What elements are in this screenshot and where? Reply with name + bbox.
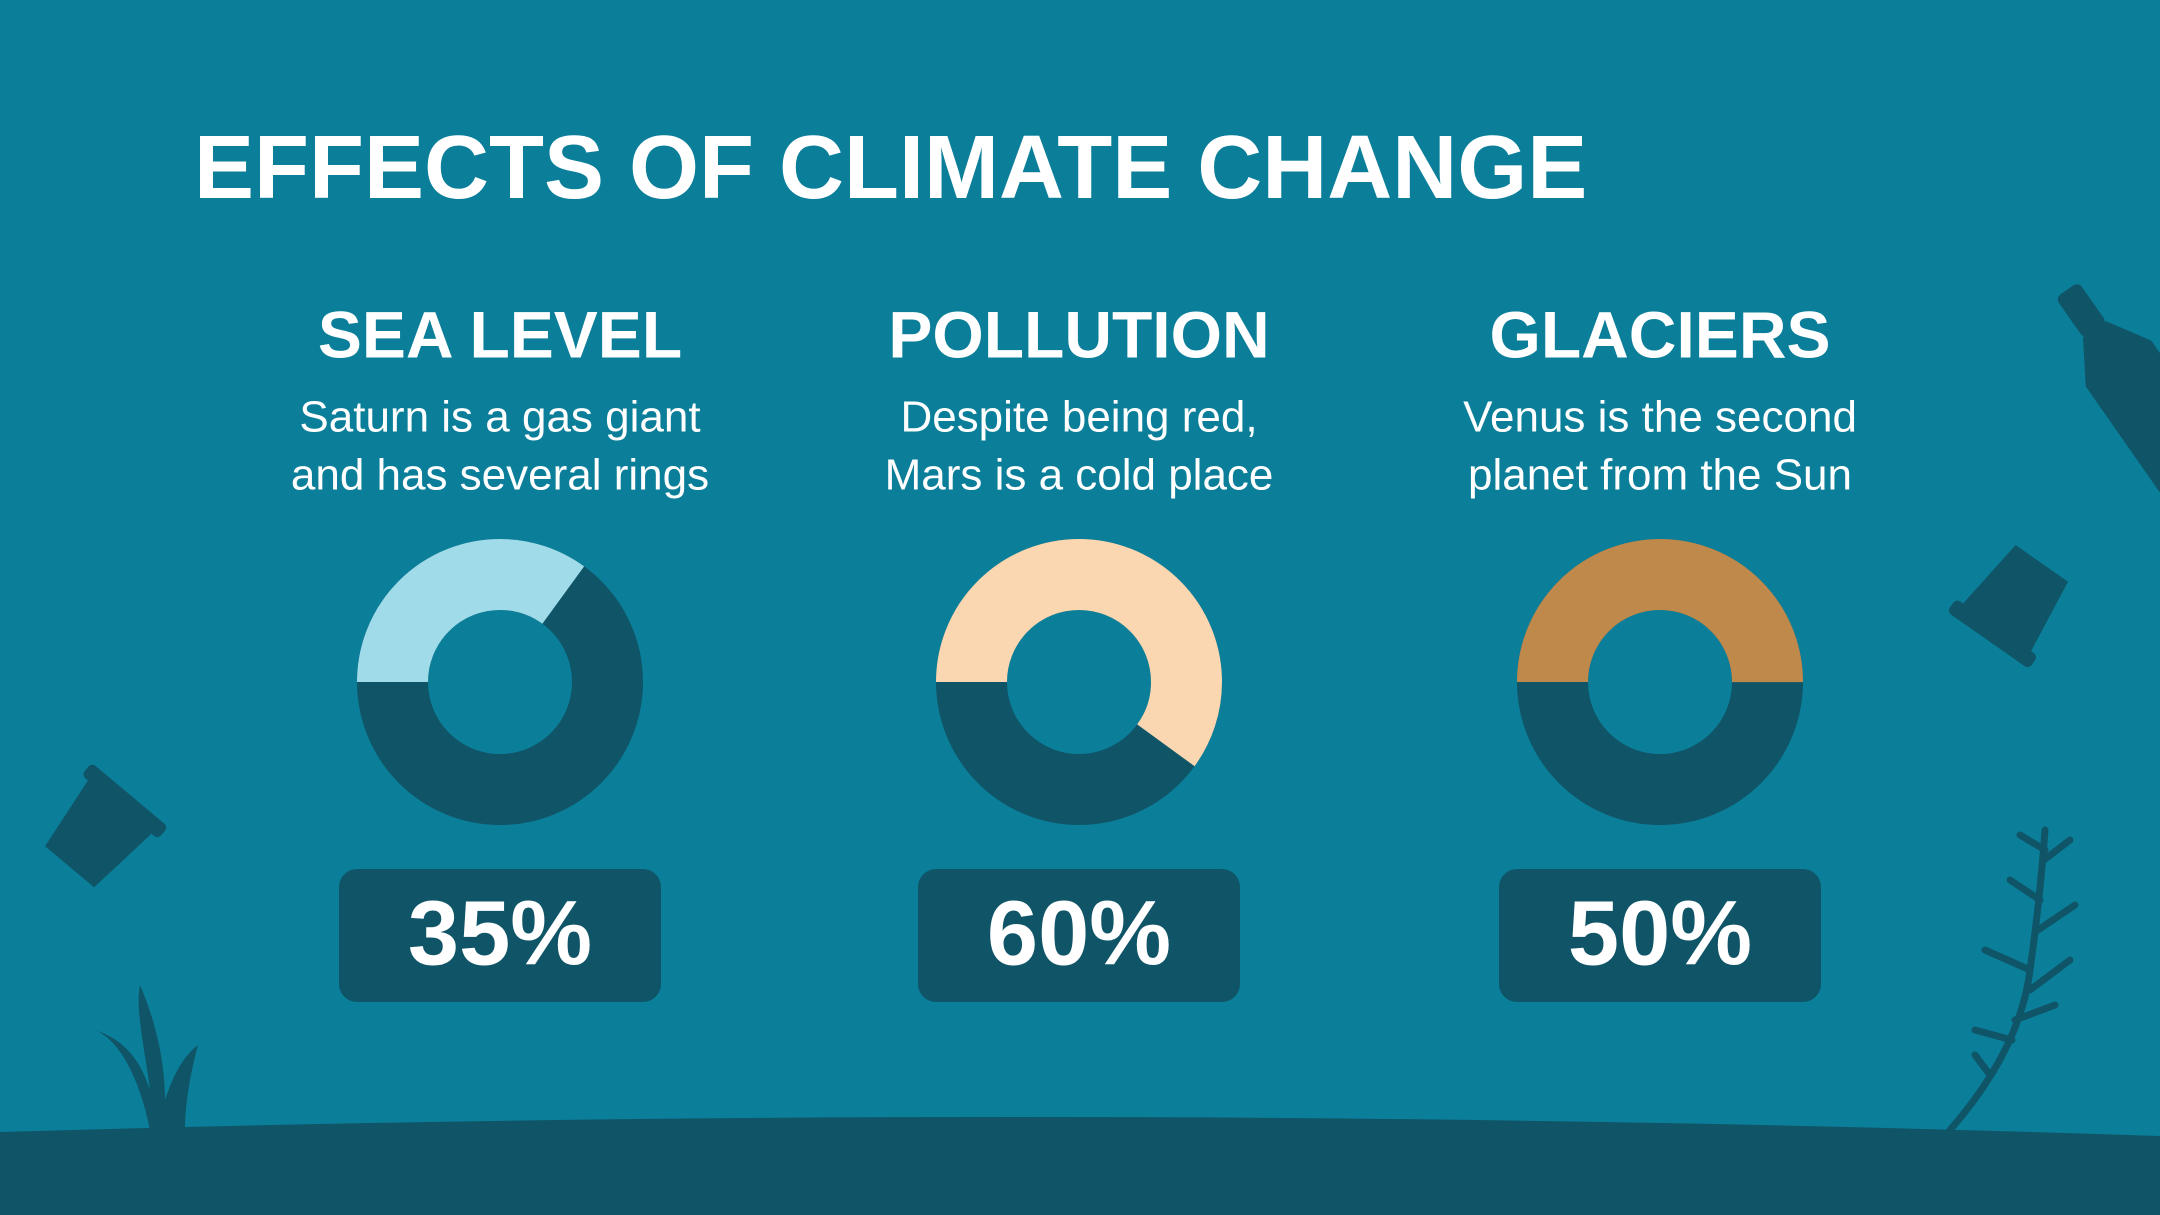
cup-right [1948, 545, 2069, 668]
value-box [918, 869, 1240, 1002]
value-label: 35% [408, 882, 592, 984]
donut-segment [1517, 539, 1803, 825]
card-description: Despite being red, [900, 393, 1257, 442]
value-label: 50% [1568, 882, 1752, 984]
donut-card: POLLUTION Despite being red, Mars is a col… [885, 297, 1274, 1002]
value-label: 60% [987, 882, 1171, 984]
ground [0, 1116, 2160, 1215]
card-description: Mars is a cold place [885, 451, 1274, 500]
card-title: SEA LEVEL [318, 297, 682, 371]
decorations [0, 284, 2160, 1215]
donut-card: SEA LEVEL Saturn is a gas giant and has se… [291, 297, 709, 1002]
slide-title: EFFECTS OF CLIMATE CHANGE [194, 118, 1587, 218]
value-box [1499, 869, 1821, 1002]
seaweed [95, 985, 198, 1130]
card-description: Venus is the second [1463, 393, 1857, 442]
cup-left [45, 764, 167, 888]
bottle [2057, 284, 2160, 502]
coral [1946, 826, 2079, 1134]
card-description: Saturn is a gas giant [299, 393, 700, 442]
value-box [339, 869, 661, 1002]
donut-card: GLACIERS Venus is the second planet from t… [1463, 297, 1857, 1002]
donut-segment [936, 539, 1222, 825]
card-title: POLLUTION [888, 297, 1269, 371]
card-description: and has several rings [291, 451, 709, 500]
card-description: planet from the Sun [1468, 451, 1852, 500]
card-title: GLACIERS [1489, 297, 1830, 371]
donut-segment [357, 539, 643, 825]
